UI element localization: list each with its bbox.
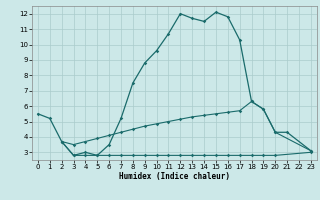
X-axis label: Humidex (Indice chaleur): Humidex (Indice chaleur) — [119, 172, 230, 181]
